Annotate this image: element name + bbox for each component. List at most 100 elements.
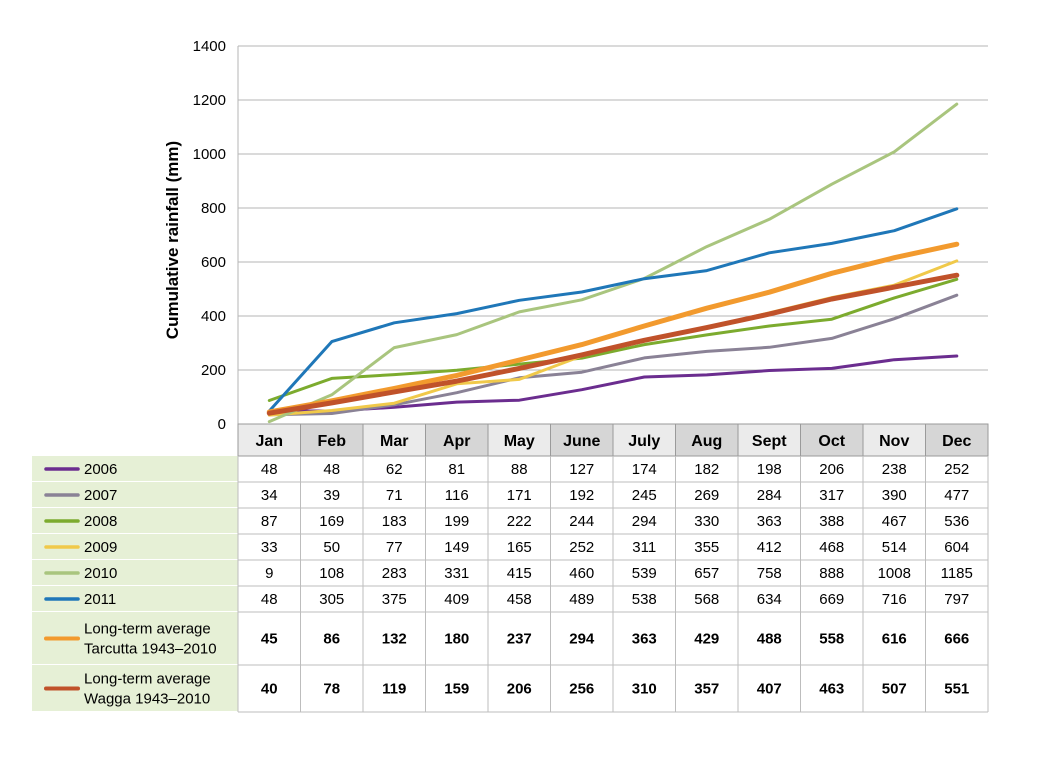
table-value: 87 xyxy=(261,513,278,530)
table-value: 375 xyxy=(382,591,407,608)
table-value: 669 xyxy=(819,591,844,608)
table-value: 192 xyxy=(569,487,594,504)
table-value: 34 xyxy=(261,487,278,504)
month-header-cell xyxy=(925,423,989,457)
table-value: 159 xyxy=(444,681,469,698)
table-value: 81 xyxy=(448,461,465,478)
table-value: 116 xyxy=(445,487,469,504)
table-value: 284 xyxy=(757,487,782,504)
month-header-label: May xyxy=(504,433,535,450)
table-value: 1008 xyxy=(878,565,911,582)
table-value: 363 xyxy=(757,513,782,530)
table-value: 330 xyxy=(694,513,719,530)
table-value: 536 xyxy=(944,513,969,530)
y-axis-title: Cumulative rainfall (mm) xyxy=(163,141,182,339)
legend-label-line1: Long-term average xyxy=(84,671,211,688)
table-value: 77 xyxy=(386,539,403,556)
series-line-long-term-average-wagga-1943-2010 xyxy=(266,272,960,416)
table-value: 183 xyxy=(382,513,407,530)
table-value: 488 xyxy=(757,631,782,648)
table-value: 245 xyxy=(632,487,657,504)
y-tick-label: 400 xyxy=(201,308,226,325)
series-line-long-term-average-tarcutta-1943-2010 xyxy=(266,241,960,415)
table-value: 305 xyxy=(319,591,344,608)
legend-label: 2009 xyxy=(84,539,117,556)
month-header-label: July xyxy=(628,433,660,450)
legend-label: 2007 xyxy=(84,487,117,504)
legend-label: 2011 xyxy=(84,591,116,608)
table-value: 888 xyxy=(819,565,844,582)
y-tick-label: 600 xyxy=(201,254,226,271)
table-value: 238 xyxy=(882,461,907,478)
table-value: 283 xyxy=(382,565,407,582)
month-header-cell xyxy=(612,423,676,457)
table-value: 39 xyxy=(323,487,340,504)
table-value: 269 xyxy=(694,487,719,504)
table-value: 45 xyxy=(261,631,278,648)
table-value: 198 xyxy=(757,461,782,478)
table-value: 311 xyxy=(632,539,656,556)
table-value: 9 xyxy=(265,565,273,582)
month-header-label: Nov xyxy=(879,433,909,450)
legend-label: 2010 xyxy=(84,565,117,582)
table-value: 78 xyxy=(323,681,340,698)
table-value: 108 xyxy=(319,565,344,582)
table-value: 758 xyxy=(757,565,782,582)
legend-label-line2: Wagga 1943–2010 xyxy=(84,691,210,708)
month-header-label: Dec xyxy=(942,433,971,450)
table-value: 256 xyxy=(569,681,594,698)
table-value: 119 xyxy=(382,681,406,698)
table-value: 460 xyxy=(569,565,594,582)
series-line-2008 xyxy=(267,277,959,402)
table-value: 48 xyxy=(261,591,278,608)
table-value: 171 xyxy=(507,487,532,504)
table-value: 206 xyxy=(507,681,532,698)
month-header-cell xyxy=(862,423,926,457)
table-value: 252 xyxy=(944,461,969,478)
table-value: 182 xyxy=(694,461,719,478)
table-value: 363 xyxy=(632,631,657,648)
table-value: 797 xyxy=(944,591,969,608)
month-header-cell xyxy=(237,423,301,457)
table-value: 174 xyxy=(632,461,657,478)
table-value: 716 xyxy=(882,591,907,608)
legend-label: 2006 xyxy=(84,461,117,478)
month-header-label: Jan xyxy=(255,433,283,450)
table-value: 169 xyxy=(319,513,344,530)
table-value: 165 xyxy=(507,539,532,556)
table-value: 514 xyxy=(882,539,907,556)
table-value: 62 xyxy=(386,461,403,478)
table-value: 294 xyxy=(569,631,595,648)
table-value: 206 xyxy=(819,461,844,478)
table-value: 489 xyxy=(569,591,594,608)
y-tick-label: 800 xyxy=(201,200,226,217)
table-value: 355 xyxy=(694,539,719,556)
month-header-label: Apr xyxy=(443,433,471,450)
table-value: 409 xyxy=(444,591,469,608)
table-value: 48 xyxy=(323,461,340,478)
month-header-label: Feb xyxy=(318,433,347,450)
y-tick-label: 1200 xyxy=(193,92,226,109)
table-value: 551 xyxy=(944,681,969,698)
table-value: 415 xyxy=(507,565,532,582)
series-line-2010 xyxy=(267,102,959,424)
table-value: 317 xyxy=(819,487,844,504)
month-header-label: Sept xyxy=(752,433,787,450)
table-value: 180 xyxy=(444,631,469,648)
y-tick-label: 200 xyxy=(201,362,226,379)
table-value: 634 xyxy=(757,591,782,608)
table-value: 149 xyxy=(444,539,469,556)
table-value: 657 xyxy=(694,565,719,582)
table-value: 48 xyxy=(261,461,278,478)
table-value: 244 xyxy=(569,513,594,530)
table-value: 199 xyxy=(444,513,469,530)
table-value: 357 xyxy=(694,681,719,698)
table-value: 666 xyxy=(944,631,969,648)
table-value: 86 xyxy=(323,631,340,648)
table-value: 558 xyxy=(819,631,844,648)
table-value: 477 xyxy=(944,487,969,504)
table-value: 507 xyxy=(882,681,907,698)
table-value: 88 xyxy=(511,461,528,478)
month-header-label: Oct xyxy=(818,433,845,450)
